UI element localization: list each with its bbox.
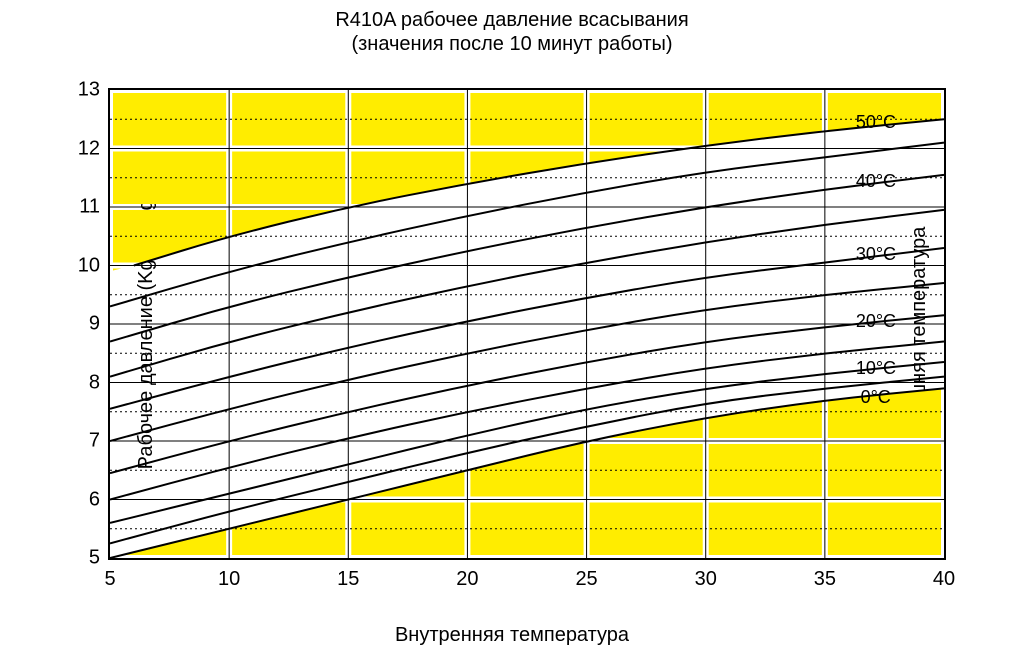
x-axis-label: Внутренняя температура — [0, 624, 1024, 647]
x-tick: 35 — [814, 568, 836, 591]
title-line1: R410A рабочее давление всасывания — [0, 8, 1024, 32]
curve-label: 0°C — [861, 387, 891, 408]
x-tick: 15 — [337, 568, 359, 591]
curve-label: 10°C — [856, 358, 896, 379]
y-tick: 5 — [68, 547, 100, 570]
y-tick: 11 — [68, 196, 100, 219]
plot-area — [108, 88, 946, 560]
chart-title: R410A рабочее давление всасывания (значе… — [0, 8, 1024, 56]
y-tick: 9 — [68, 313, 100, 336]
x-tick: 20 — [456, 568, 478, 591]
curve-label: 50°C — [856, 112, 896, 133]
x-tick: 5 — [104, 568, 115, 591]
chart-container: R410A рабочее давление всасывания (значе… — [0, 0, 1024, 661]
curve-label: 40°C — [856, 171, 896, 192]
curve-label: 20°C — [856, 311, 896, 332]
x-tick: 10 — [218, 568, 240, 591]
x-tick: 30 — [695, 568, 717, 591]
y-tick: 8 — [68, 371, 100, 394]
y-tick: 10 — [68, 254, 100, 277]
x-tick: 40 — [933, 568, 955, 591]
y-tick: 12 — [68, 137, 100, 160]
plot-svg — [110, 90, 944, 558]
y-tick: 6 — [68, 488, 100, 511]
title-line2: (значения после 10 минут работы) — [0, 32, 1024, 56]
x-tick: 25 — [575, 568, 597, 591]
y-tick: 13 — [68, 79, 100, 102]
y-tick: 7 — [68, 430, 100, 453]
curve-label: 30°C — [856, 244, 896, 265]
